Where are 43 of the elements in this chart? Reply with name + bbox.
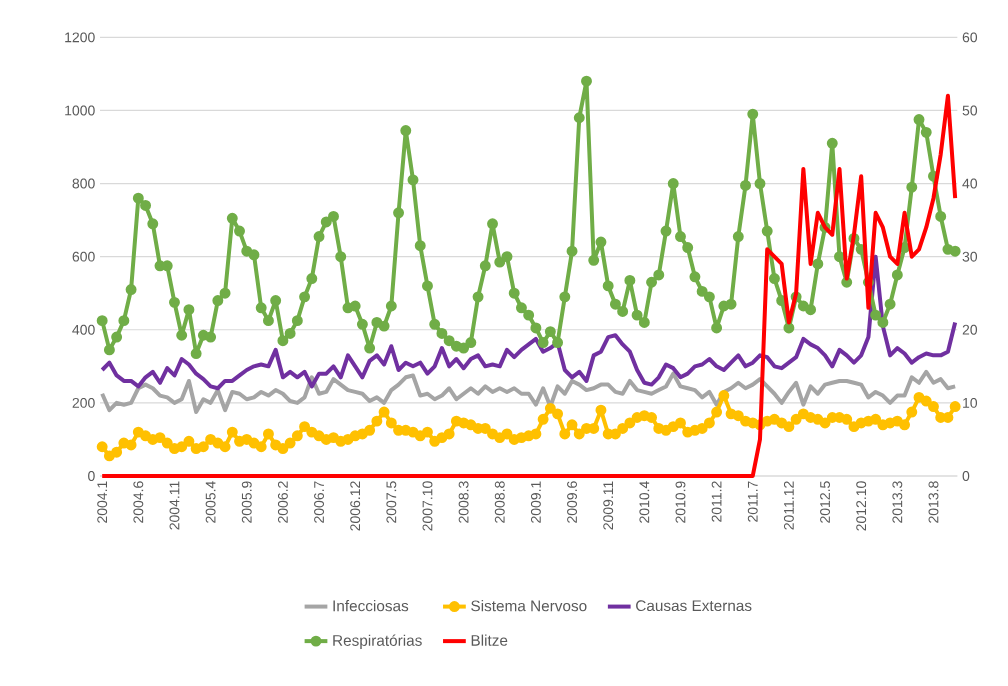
x-tick-label: 2011.12 [783,481,794,530]
y-tick-label: 800 [72,178,95,189]
x-tick-label: 2011.2 [711,481,722,522]
x-tick-label: 2006.12 [350,481,361,531]
x-tick-label: 2008.8 [494,481,505,523]
y2-tick-label: 50 [962,105,978,116]
x-tick-label: 2005.9 [241,481,252,523]
y-tick-label: 400 [72,324,95,335]
x-tick-label: 2012.10 [856,481,867,531]
x-tick-label: 2004.6 [133,481,144,523]
x-tick-label: 2010.9 [675,481,686,523]
y2-tick-label: 0 [962,471,970,481]
y2-tick-label: 30 [962,251,978,262]
x-tick-label: 2009.1 [530,481,541,523]
x-tick-label: 2007.5 [386,481,397,523]
y2-tick-label: 60 [962,32,978,43]
x-tick-label: 2004.1 [97,481,108,523]
y-tick-label: 600 [72,251,95,262]
x-tick-label: 2013.3 [892,481,903,523]
x-tick-label: 2009.6 [567,481,577,523]
x-tick-label: 2008.3 [458,481,469,523]
x-tick-label: 2012.5 [820,481,831,523]
x-tick-label: 2004.11 [169,481,180,530]
x-tick-label: 2007.10 [422,481,433,531]
y2-tick-label: 20 [962,324,978,335]
x-tick-label: 2009.11 [603,481,614,530]
legend-label: Sistema Nervoso [471,600,587,612]
x-tick-label: 2005.4 [205,481,216,523]
legend-label: Blitze [471,634,508,646]
legend-label: Causas Externas [636,600,752,612]
legend-label: Respiratórias [333,634,422,649]
y2-tick-label: 10 [963,397,978,408]
x-tick-label: 2006.2 [277,481,288,523]
legend-label: Infecciosas [333,600,409,612]
y-tick-label: 0 [88,471,95,481]
x-tick-label: 2011.7 [747,481,758,522]
x-tick-label: 2006.7 [314,481,324,523]
y-tick-label: 200 [72,397,95,408]
y2-tick-label: 40 [962,178,978,189]
y-tick-label: 1200 [65,32,95,43]
x-tick-label: 2013.8 [928,481,939,523]
x-tick-label: 2010.4 [639,481,650,523]
y-tick-label: 1000 [65,105,95,116]
